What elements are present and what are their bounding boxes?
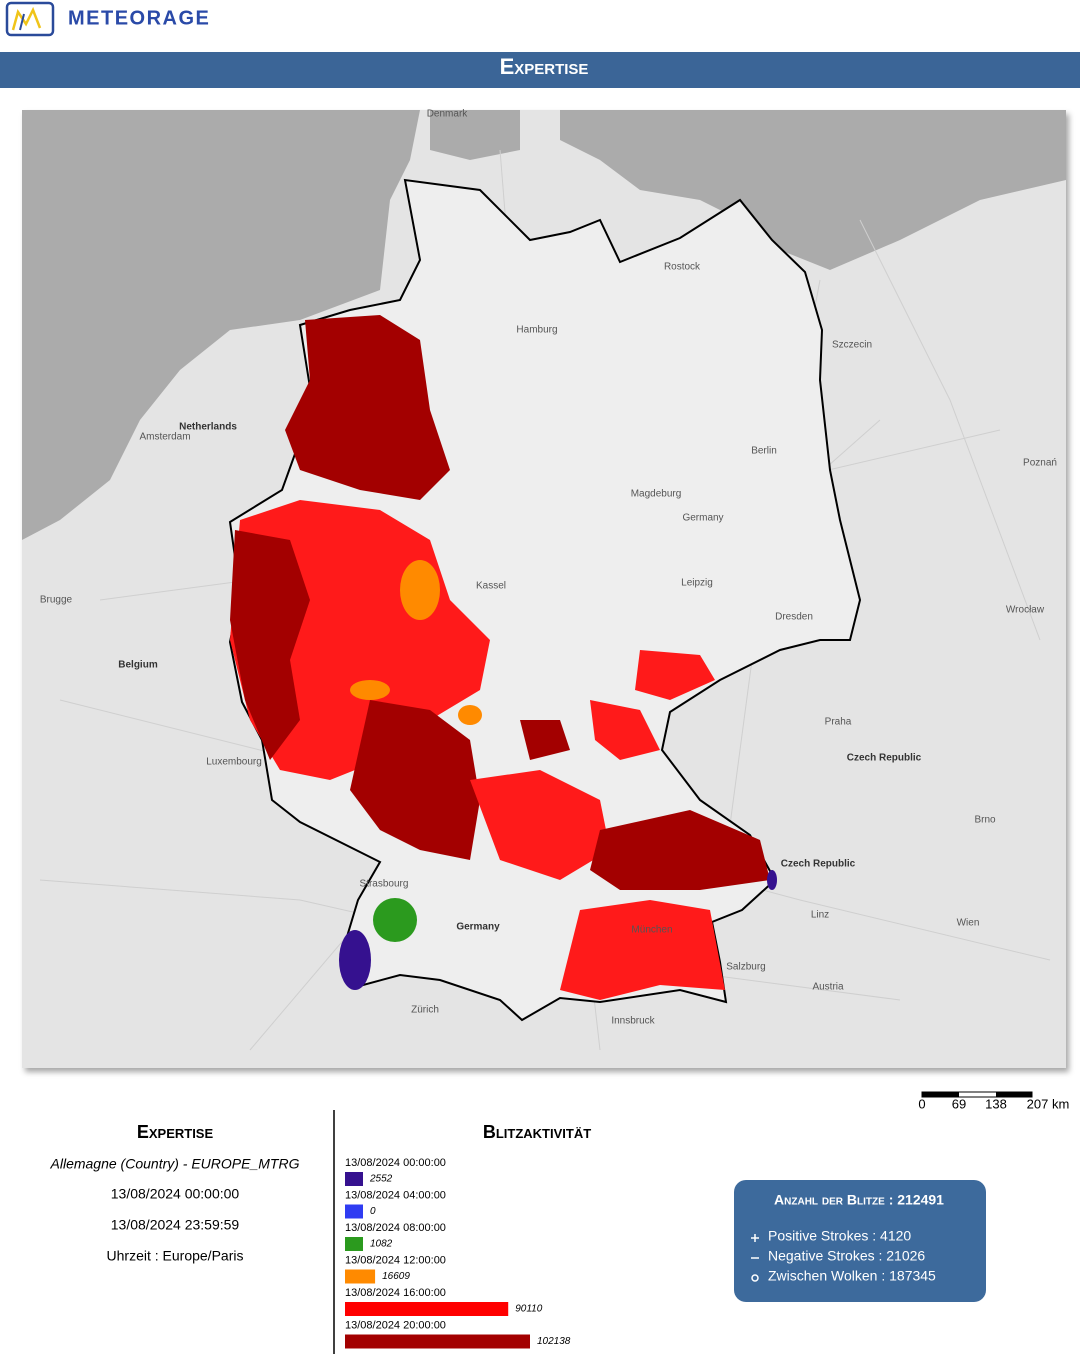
map-label: Innsbruck [611,1016,655,1027]
stats-title: Anzahl der Blitze : 212491 [774,1192,944,1208]
map-label: Germany [456,922,500,933]
stats-icons [751,1234,759,1282]
map-label: Salzburg [726,962,765,973]
activity-value: 16609 [382,1271,410,1282]
activity-value: 2552 [369,1174,393,1185]
activity-value: 1082 [370,1239,393,1250]
sea [560,110,1066,270]
scale-label: 69 [952,1096,966,1111]
sea [430,110,520,160]
sea [22,110,420,540]
activity-time: 13/08/2024 08:00:00 [345,1222,446,1234]
scale-label: 0 [918,1096,925,1111]
map-label: Magdeburg [631,489,682,500]
activity-swatch [345,1237,363,1251]
map-labels: Denmark Netherlands Belgium Luxembourg Germa… [40,109,1057,1027]
map-label: Poznań [1023,458,1057,469]
activity-time: 13/08/2024 20:00:00 [345,1319,446,1331]
map-label: Amsterdam [139,432,190,443]
stats-item: Positive Strokes : 4120 [768,1228,911,1244]
activity-bar [345,1172,350,1186]
scale-labels: 0 69 138 207 km [918,1096,1069,1111]
title-bar [0,52,1080,88]
map-label: Praha [825,717,852,728]
expertise-timezone: Uhrzeit : Europe/Paris [107,1248,244,1264]
activity-time: 13/08/2024 12:00:00 [345,1254,446,1266]
activity-value: 102138 [537,1336,571,1347]
expertise-start: 13/08/2024 00:00:00 [111,1186,240,1202]
map-label: Wien [957,918,980,929]
map-label: Rostock [664,262,701,273]
map-label: Kassel [476,581,506,592]
stats-item: Zwischen Wolken : 187345 [768,1268,936,1284]
activity-value: 90110 [515,1304,543,1315]
map-label: München [631,925,672,936]
scale-label: 207 km [1027,1096,1070,1111]
map-label: Luxembourg [206,757,262,768]
activity-time: 13/08/2024 04:00:00 [345,1189,446,1201]
map-label: Brugge [40,595,73,606]
map-label: Brno [974,815,996,826]
map-label: Zürich [411,1005,439,1016]
brand: METEORAGE [68,7,210,29]
map-label: Dresden [775,612,813,623]
activity-title: Blitzaktivität [483,1122,591,1142]
map-label: Hamburg [516,325,557,336]
map-label: Denmark [427,109,469,120]
map-label: Netherlands [179,422,237,433]
map-label: Czech Republic [847,753,922,764]
activity-swatch [345,1204,363,1219]
map-label: Leipzig [681,578,713,589]
map-content: Denmark Netherlands Belgium Luxembourg Germa… [22,109,1066,1051]
stats-item: Negative Strokes : 21026 [768,1248,925,1264]
activity-bar [345,1334,530,1349]
map-label: Wrocław [1006,605,1045,616]
expertise-title: Expertise [137,1122,214,1142]
map-label: Berlin [751,446,777,457]
activity-bar [345,1237,347,1251]
activity-legend: 13/08/2024 00:00:00 2552 13/08/2024 04:00:… [345,1157,571,1349]
activity-bar [345,1269,376,1284]
expertise-region: Allemagne (Country) - EUROPE_MTRG [50,1156,300,1172]
lightning-areas [230,315,777,1000]
page-title: Expertise [500,54,589,79]
activity-time: 13/08/2024 16:00:00 [345,1287,446,1299]
expertise-end: 13/08/2024 23:59:59 [111,1217,240,1233]
map-label: Strasbourg [360,879,409,890]
activity-bar [345,1302,509,1316]
map-label: Linz [811,910,829,921]
activity-value: 0 [370,1206,376,1217]
logo [5,1,55,37]
map-label: Germany [682,513,723,524]
stats-items: Positive Strokes : 4120 Negative Strokes … [768,1228,936,1284]
map-label: Czech Republic [781,859,856,870]
map-label: Belgium [118,660,158,671]
scale-bar [921,1091,1033,1098]
map-label: Szczecin [832,340,872,351]
map-label: Austria [812,982,844,993]
scale-label: 138 [985,1096,1007,1111]
activity-time: 13/08/2024 00:00:00 [345,1157,446,1169]
stats-box [734,1180,986,1302]
